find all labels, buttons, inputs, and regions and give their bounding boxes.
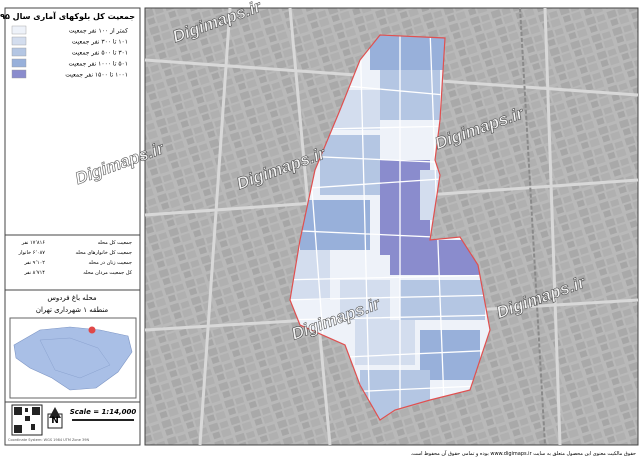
stats: جمعیت کل محله ۱۷٬۸۱۶ نفر جمعیت کل خانوارها… [18,240,133,276]
inset-location [88,326,96,334]
stat-label: جمعیت کل خانوارهای محله [76,250,132,256]
legend-swatch [11,25,27,35]
coordinate-note: Coordinate System: WGS 1984 UTM Zone 39N [8,438,89,442]
stat-value: ۸٬۷۱۴ نفر [23,270,45,276]
railway [519,7,546,446]
inset-districts [39,337,111,379]
legend-label: ۱۰۰۱ تا ۱۵۰۰ نفر جمعیت [65,72,128,79]
north-label: N [51,416,59,426]
legend-label: ۳۰۱ تا ۵۰۰ نفر جمعیت [72,50,128,57]
stat-value: ۶٬۰۸۷ خانوار [18,250,46,256]
legend-swatch [11,69,27,79]
footer-copyright: حقوق مالکیت معنوی این محصول متعلق به سای… [410,450,636,457]
legend-swatch [11,36,27,46]
stat-value: ۹٬۱۰۲ نفر [23,260,45,266]
map-title: جمعیت کل بلوکهای آماری سال ۱۳۹۵ [0,11,135,21]
scale-text: Scale = 1:14,000 [70,408,137,416]
legend-swatch [11,47,27,57]
neighborhood-boundary [289,34,491,421]
stat-value: ۱۷٬۸۱۶ نفر [21,240,46,246]
legend: کمتر از ۱۰۰ نفر جمعیت ۱۰۱ تا ۳۰۰ نفر جمعی… [11,25,128,79]
legend-swatch [11,58,27,68]
legend-label: ۱۰۱ تا ۳۰۰ نفر جمعیت [72,39,128,46]
neighborhood-name: محله باغ فردوس [47,294,97,302]
stat-label: جمعیت کل محله [98,240,132,246]
inset-city [13,326,133,391]
district-name: منطقه ۱ شهرداری تهران [36,306,109,314]
legend-label: ۵۰۱ تا ۱۰۰۰ نفر جمعیت [69,61,128,68]
stat-label: کل جمعیت مردان محله [83,270,132,276]
stat-label: جمعیت زنان در محله [89,260,132,266]
qr-code [11,404,43,436]
legend-label: کمتر از ۱۰۰ نفر جمعیت [69,28,128,35]
north-arrow [47,407,63,429]
